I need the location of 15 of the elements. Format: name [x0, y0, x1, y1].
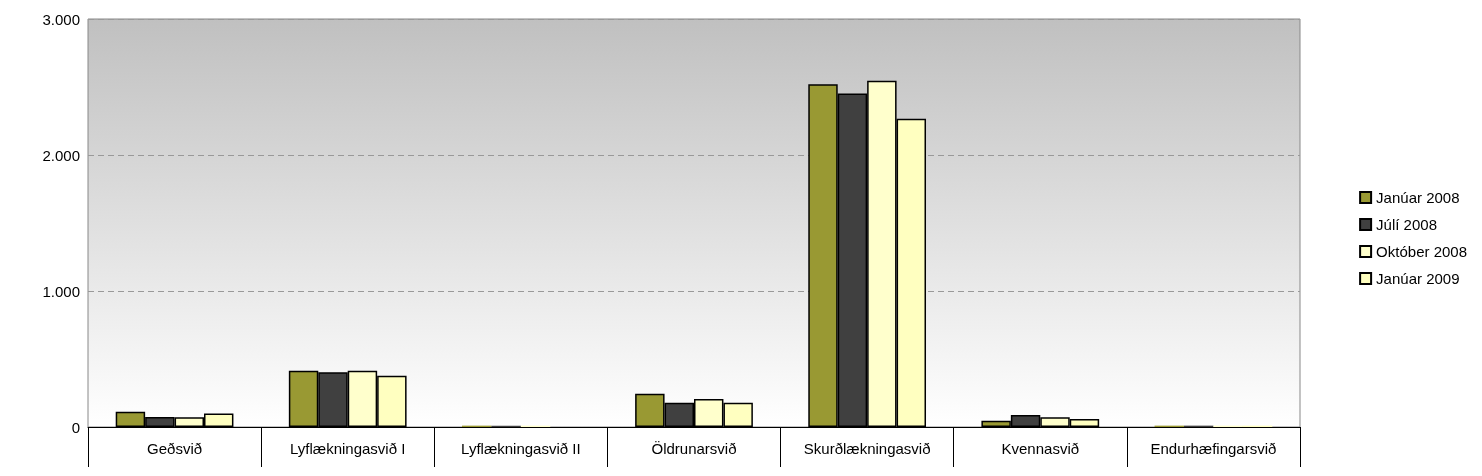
- x-tick-label: Öldrunarsvið: [651, 440, 737, 457]
- y-tick-label: 1.000: [42, 282, 80, 300]
- legend-label: Júlí 2008: [1376, 216, 1437, 233]
- y-tick-label: 0: [71, 418, 80, 436]
- x-tick-label: Skurðlækningasvið: [803, 440, 931, 457]
- x-tick-label: Lyflækningasvið I: [290, 440, 406, 457]
- x-tick-label: Lyflækningasvið II: [461, 440, 581, 457]
- x-tick-label: Geðsvið: [147, 440, 203, 457]
- x-tick-label: Kvennasvið: [1001, 440, 1080, 457]
- legend-label: Janúar 2008: [1376, 189, 1460, 206]
- x-tick-label: Endurhæfingarsvið: [1150, 440, 1277, 457]
- y-tick-label: 3.000: [42, 10, 80, 28]
- legend-label: Janúar 2009: [1376, 270, 1460, 287]
- legend-label: Október 2008: [1376, 243, 1468, 260]
- y-tick-label: 2.000: [42, 146, 80, 164]
